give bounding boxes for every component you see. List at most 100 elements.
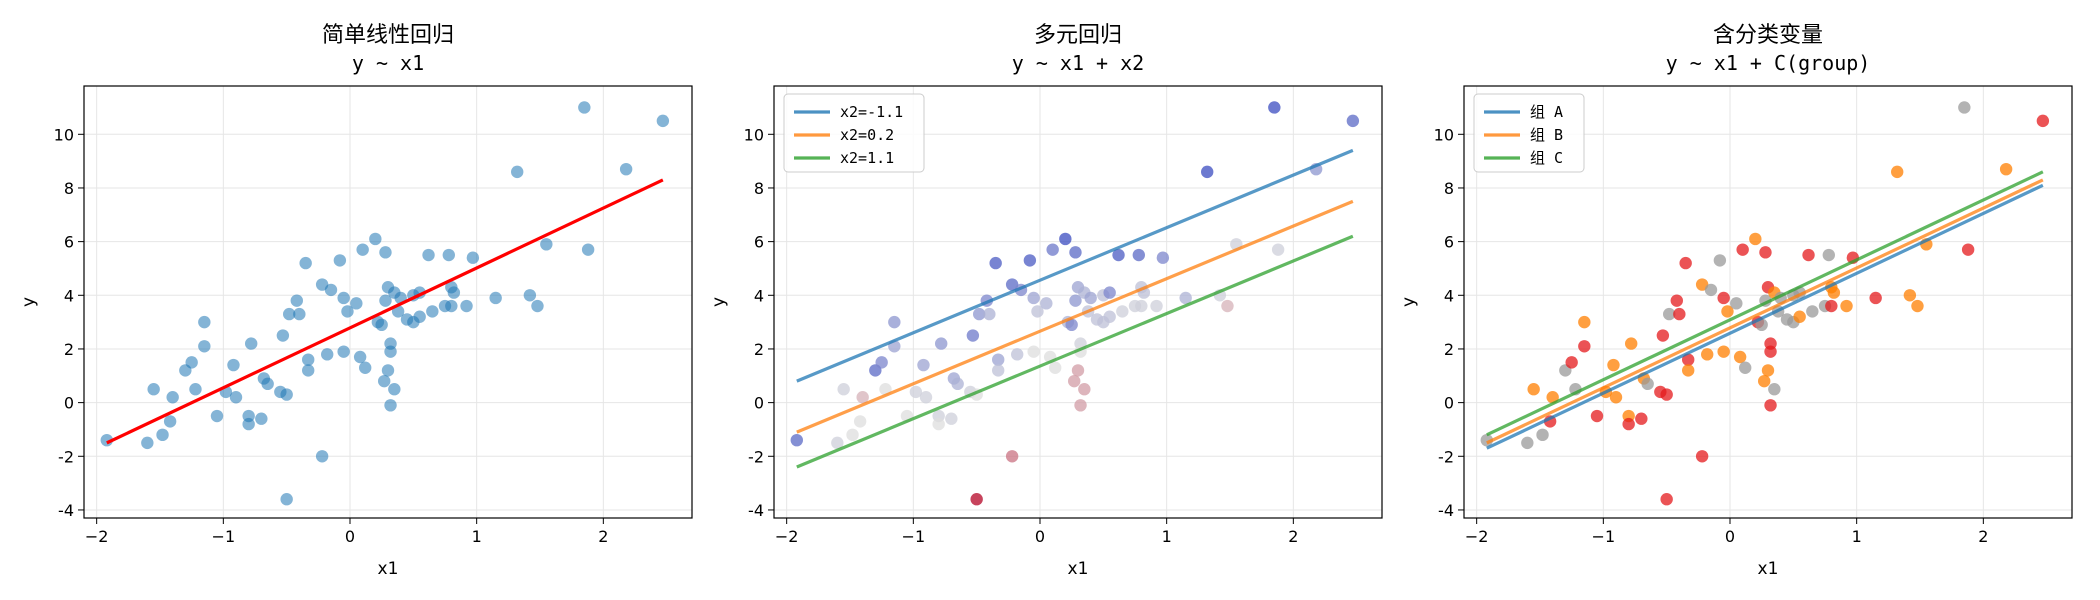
data-point — [356, 243, 369, 256]
y-tick-label: 8 — [1444, 179, 1454, 198]
data-point — [198, 315, 211, 329]
data-point — [1825, 299, 1838, 313]
data-point — [1027, 291, 1040, 305]
data-point — [141, 436, 154, 450]
data-point — [1891, 165, 1904, 179]
x-tick-label: 1 — [472, 527, 482, 546]
data-point — [1622, 417, 1635, 431]
data-point — [378, 374, 391, 388]
data-point — [156, 428, 169, 442]
data-point — [242, 417, 255, 431]
data-point — [1713, 254, 1727, 267]
data-point — [1641, 377, 1654, 391]
x-tick-label: 0 — [1725, 527, 1735, 546]
data-point — [321, 348, 334, 361]
data-point — [388, 383, 401, 396]
data-point — [1704, 283, 1718, 297]
data-point — [1717, 291, 1730, 305]
data-point — [255, 412, 268, 425]
data-point — [1768, 383, 1781, 396]
points-group — [100, 101, 670, 506]
data-point — [1758, 374, 1771, 388]
data-point — [290, 294, 303, 307]
data-point — [460, 299, 473, 313]
data-point — [245, 337, 258, 350]
data-point — [1116, 305, 1129, 318]
data-point — [1739, 361, 1752, 374]
data-point — [229, 391, 243, 404]
data-point — [1049, 361, 1062, 374]
data-point — [989, 256, 1002, 270]
data-point — [1682, 364, 1695, 377]
data-point — [1764, 399, 1777, 412]
data-point — [1069, 294, 1082, 307]
data-point — [337, 291, 350, 305]
data-point — [1717, 345, 1730, 358]
data-point — [280, 388, 293, 401]
data-point — [1112, 248, 1125, 262]
y-tick-label: -2 — [1438, 447, 1454, 466]
x-tick-label: 1 — [1852, 527, 1862, 546]
y-tick-label: 10 — [1434, 125, 1454, 144]
data-point — [1827, 286, 1841, 299]
data-point — [1578, 315, 1591, 329]
data-point — [966, 329, 980, 342]
x-tick-label: 0 — [345, 527, 355, 546]
data-point — [163, 415, 177, 428]
data-point — [198, 340, 211, 353]
data-point — [1071, 364, 1085, 377]
chart-title: 简单线性回归 — [322, 23, 454, 48]
y-tick-label: 0 — [1444, 394, 1454, 413]
x-tick-label: 1 — [1162, 527, 1172, 546]
data-point — [831, 436, 844, 450]
data-point — [992, 364, 1005, 377]
data-point — [983, 307, 996, 321]
chart-subtitle: y ~ x1 + x2 — [1012, 51, 1144, 75]
data-point — [384, 399, 397, 412]
fit-line-series-2 — [1486, 178, 2044, 445]
fit-line-series-1 — [1486, 183, 2044, 450]
y-tick-label: 0 — [64, 394, 74, 413]
data-point — [1663, 307, 1676, 321]
data-point — [540, 238, 553, 251]
data-point — [1521, 436, 1534, 450]
data-point — [1736, 243, 1749, 256]
data-point — [1074, 399, 1087, 412]
data-point — [489, 291, 502, 305]
data-point — [359, 361, 372, 374]
y-tick-label: 4 — [1444, 286, 1454, 305]
data-point — [1999, 162, 2013, 176]
y-tick-label: -4 — [1438, 501, 1454, 520]
y-tick-label: -4 — [748, 501, 764, 520]
legend-label: x2=-1.1 — [840, 103, 903, 121]
data-point — [350, 297, 363, 310]
y-tick-label: 4 — [754, 286, 764, 305]
y-tick-label: 8 — [64, 179, 74, 198]
data-point — [1764, 345, 1777, 358]
data-point — [375, 318, 388, 332]
data-point — [413, 310, 426, 323]
data-point — [333, 254, 347, 267]
data-point — [919, 391, 933, 404]
data-point — [1536, 428, 1549, 442]
y-tick-label: 10 — [744, 125, 764, 144]
data-point — [2036, 114, 2050, 128]
data-point — [1480, 433, 1494, 447]
y-tick-label: 8 — [754, 179, 764, 198]
y-tick-label: 6 — [64, 233, 74, 252]
panel-3: −2 −1 0 1 2 -4 -2 0 2 4 6 8 10 含分类变量 y ~ x1 + C(group)… — [1399, 23, 2073, 579]
data-point — [1527, 383, 1540, 396]
x-tick-label: 0 — [1035, 527, 1045, 546]
x-tick-label: −1 — [902, 527, 926, 546]
x-tick-label: −1 — [1592, 527, 1616, 546]
data-point — [1793, 310, 1806, 323]
data-point — [790, 433, 803, 447]
data-point — [1065, 318, 1078, 332]
data-point — [1721, 305, 1734, 318]
data-point — [422, 248, 435, 262]
data-point — [1578, 340, 1591, 353]
y-tick-label: 10 — [54, 125, 74, 144]
data-point — [973, 307, 986, 321]
data-point — [276, 329, 290, 342]
data-point — [166, 391, 179, 404]
